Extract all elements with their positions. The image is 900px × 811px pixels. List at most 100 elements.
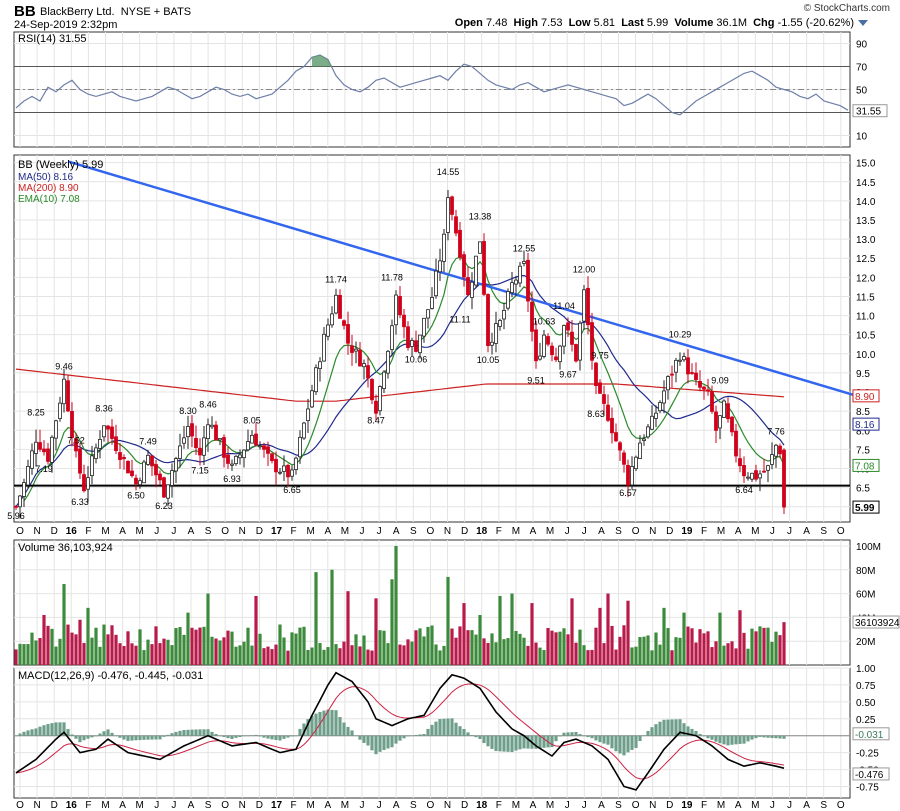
volume-bar <box>418 628 422 665</box>
candle-body <box>470 281 474 298</box>
volume-bar <box>586 650 590 665</box>
macd-histogram-bar <box>610 735 614 749</box>
macd-histogram-bar <box>30 729 34 736</box>
volume-bar <box>74 634 78 665</box>
volume-bar <box>146 639 150 665</box>
macd-histogram-bar <box>210 731 214 736</box>
volume-bar <box>322 649 326 665</box>
price-tick-label: 11.5 <box>856 292 875 303</box>
macd-histogram-bar <box>54 722 58 736</box>
candle-body <box>254 433 258 446</box>
volume-bar <box>630 647 634 665</box>
volume-bar <box>618 636 622 665</box>
macd-histogram-bar <box>58 722 62 736</box>
volume-bar <box>698 629 702 665</box>
volume-bar <box>266 646 270 665</box>
candle-body <box>230 463 234 466</box>
macd-histogram-bar <box>762 735 766 738</box>
price-annotation: 8.25 <box>27 408 45 418</box>
volume-bar <box>230 631 234 665</box>
volume-value-tag <box>852 615 900 629</box>
candle-body <box>322 333 326 362</box>
x-axis-bottom-tick-label: N <box>33 800 40 811</box>
macd-histogram-bar <box>754 735 758 739</box>
macd-histogram-bar <box>186 729 190 736</box>
volume-bar <box>666 628 670 665</box>
candle-body <box>342 320 346 326</box>
chevron-down-icon[interactable] <box>858 20 868 26</box>
volume-bar <box>702 633 706 665</box>
volume-bar <box>222 637 226 665</box>
candle-body <box>334 294 338 314</box>
volume-bar <box>626 600 630 665</box>
macd-histogram-bar <box>74 735 78 739</box>
candle-body <box>466 277 470 296</box>
candle-body <box>782 449 786 508</box>
volume-bar <box>150 644 154 665</box>
candle-body <box>406 326 410 348</box>
macd-histogram-bar <box>130 735 134 741</box>
volume-bar <box>46 625 50 665</box>
macd-histogram-bar <box>422 734 426 736</box>
x-axis-bottom-tick-label: 17 <box>271 800 283 811</box>
macd-histogram-bar <box>334 710 338 736</box>
volume-label: Volume <box>674 17 714 29</box>
macd-value-tag <box>852 767 890 781</box>
macd-histogram-bar <box>122 735 126 740</box>
volume-bar <box>462 603 466 665</box>
volume-bar <box>566 634 570 665</box>
candle-body <box>674 359 678 373</box>
volume-bar <box>518 633 522 665</box>
macd-histogram-bar <box>594 735 598 741</box>
price-annotation: 11.78 <box>381 273 403 283</box>
macd-histogram-bar <box>590 735 594 739</box>
x-axis-bottom-tick-label: A <box>393 800 400 811</box>
x-axis-tick-label: J <box>154 526 159 537</box>
low-value: 5.81 <box>593 17 616 29</box>
macd-histogram-bar <box>338 717 342 736</box>
price-annotation: 6.65 <box>283 485 301 495</box>
candle-body <box>146 454 150 465</box>
x-axis-bottom-tick-label: M <box>136 800 144 811</box>
volume-bar <box>34 640 38 665</box>
macd-histogram-bar <box>542 735 546 748</box>
candle-body <box>662 390 666 404</box>
candle-body <box>730 416 734 433</box>
macd-histogram-bar <box>634 735 638 748</box>
volume-bar <box>298 627 302 665</box>
volume-bar <box>530 603 534 665</box>
candle-body <box>426 309 430 319</box>
volume-bar <box>58 638 62 665</box>
candle-body <box>290 469 294 477</box>
macd-histogram-bar <box>126 735 130 741</box>
macd-histogram-bar <box>90 735 94 738</box>
candle-body <box>354 348 358 352</box>
volume-bar <box>406 639 410 665</box>
x-axis-tick-label: O <box>221 526 229 537</box>
price-legend-ema10: EMA(10) 7.08 <box>18 194 80 205</box>
volume-bar <box>730 641 734 665</box>
macd-histogram-bar <box>14 735 18 737</box>
x-axis-bottom-tick-label: S <box>205 800 212 811</box>
volume-bar <box>250 645 254 665</box>
candle-body <box>106 425 110 430</box>
candle-body <box>318 361 322 369</box>
candle-body <box>250 434 254 444</box>
candle-body <box>634 456 638 470</box>
x-axis-tick-label: A <box>803 526 810 537</box>
x-axis-bottom-tick-label: D <box>666 800 673 811</box>
macd-histogram-bar <box>718 735 722 744</box>
x-axis-bottom-tick-label: J <box>565 800 570 811</box>
candle-body <box>306 408 310 422</box>
macd-histogram-bar <box>254 734 258 736</box>
candle-body <box>90 455 94 477</box>
x-axis-bottom-tick-label: 19 <box>681 800 693 811</box>
macd-histogram-bar <box>726 735 730 746</box>
volume-bar <box>754 631 758 665</box>
macd-histogram-bar <box>114 735 118 737</box>
candle-body <box>82 474 86 492</box>
volume-bar <box>358 646 362 665</box>
candle-body <box>618 442 622 451</box>
candle-body <box>110 426 114 439</box>
volume-bar <box>546 627 550 665</box>
